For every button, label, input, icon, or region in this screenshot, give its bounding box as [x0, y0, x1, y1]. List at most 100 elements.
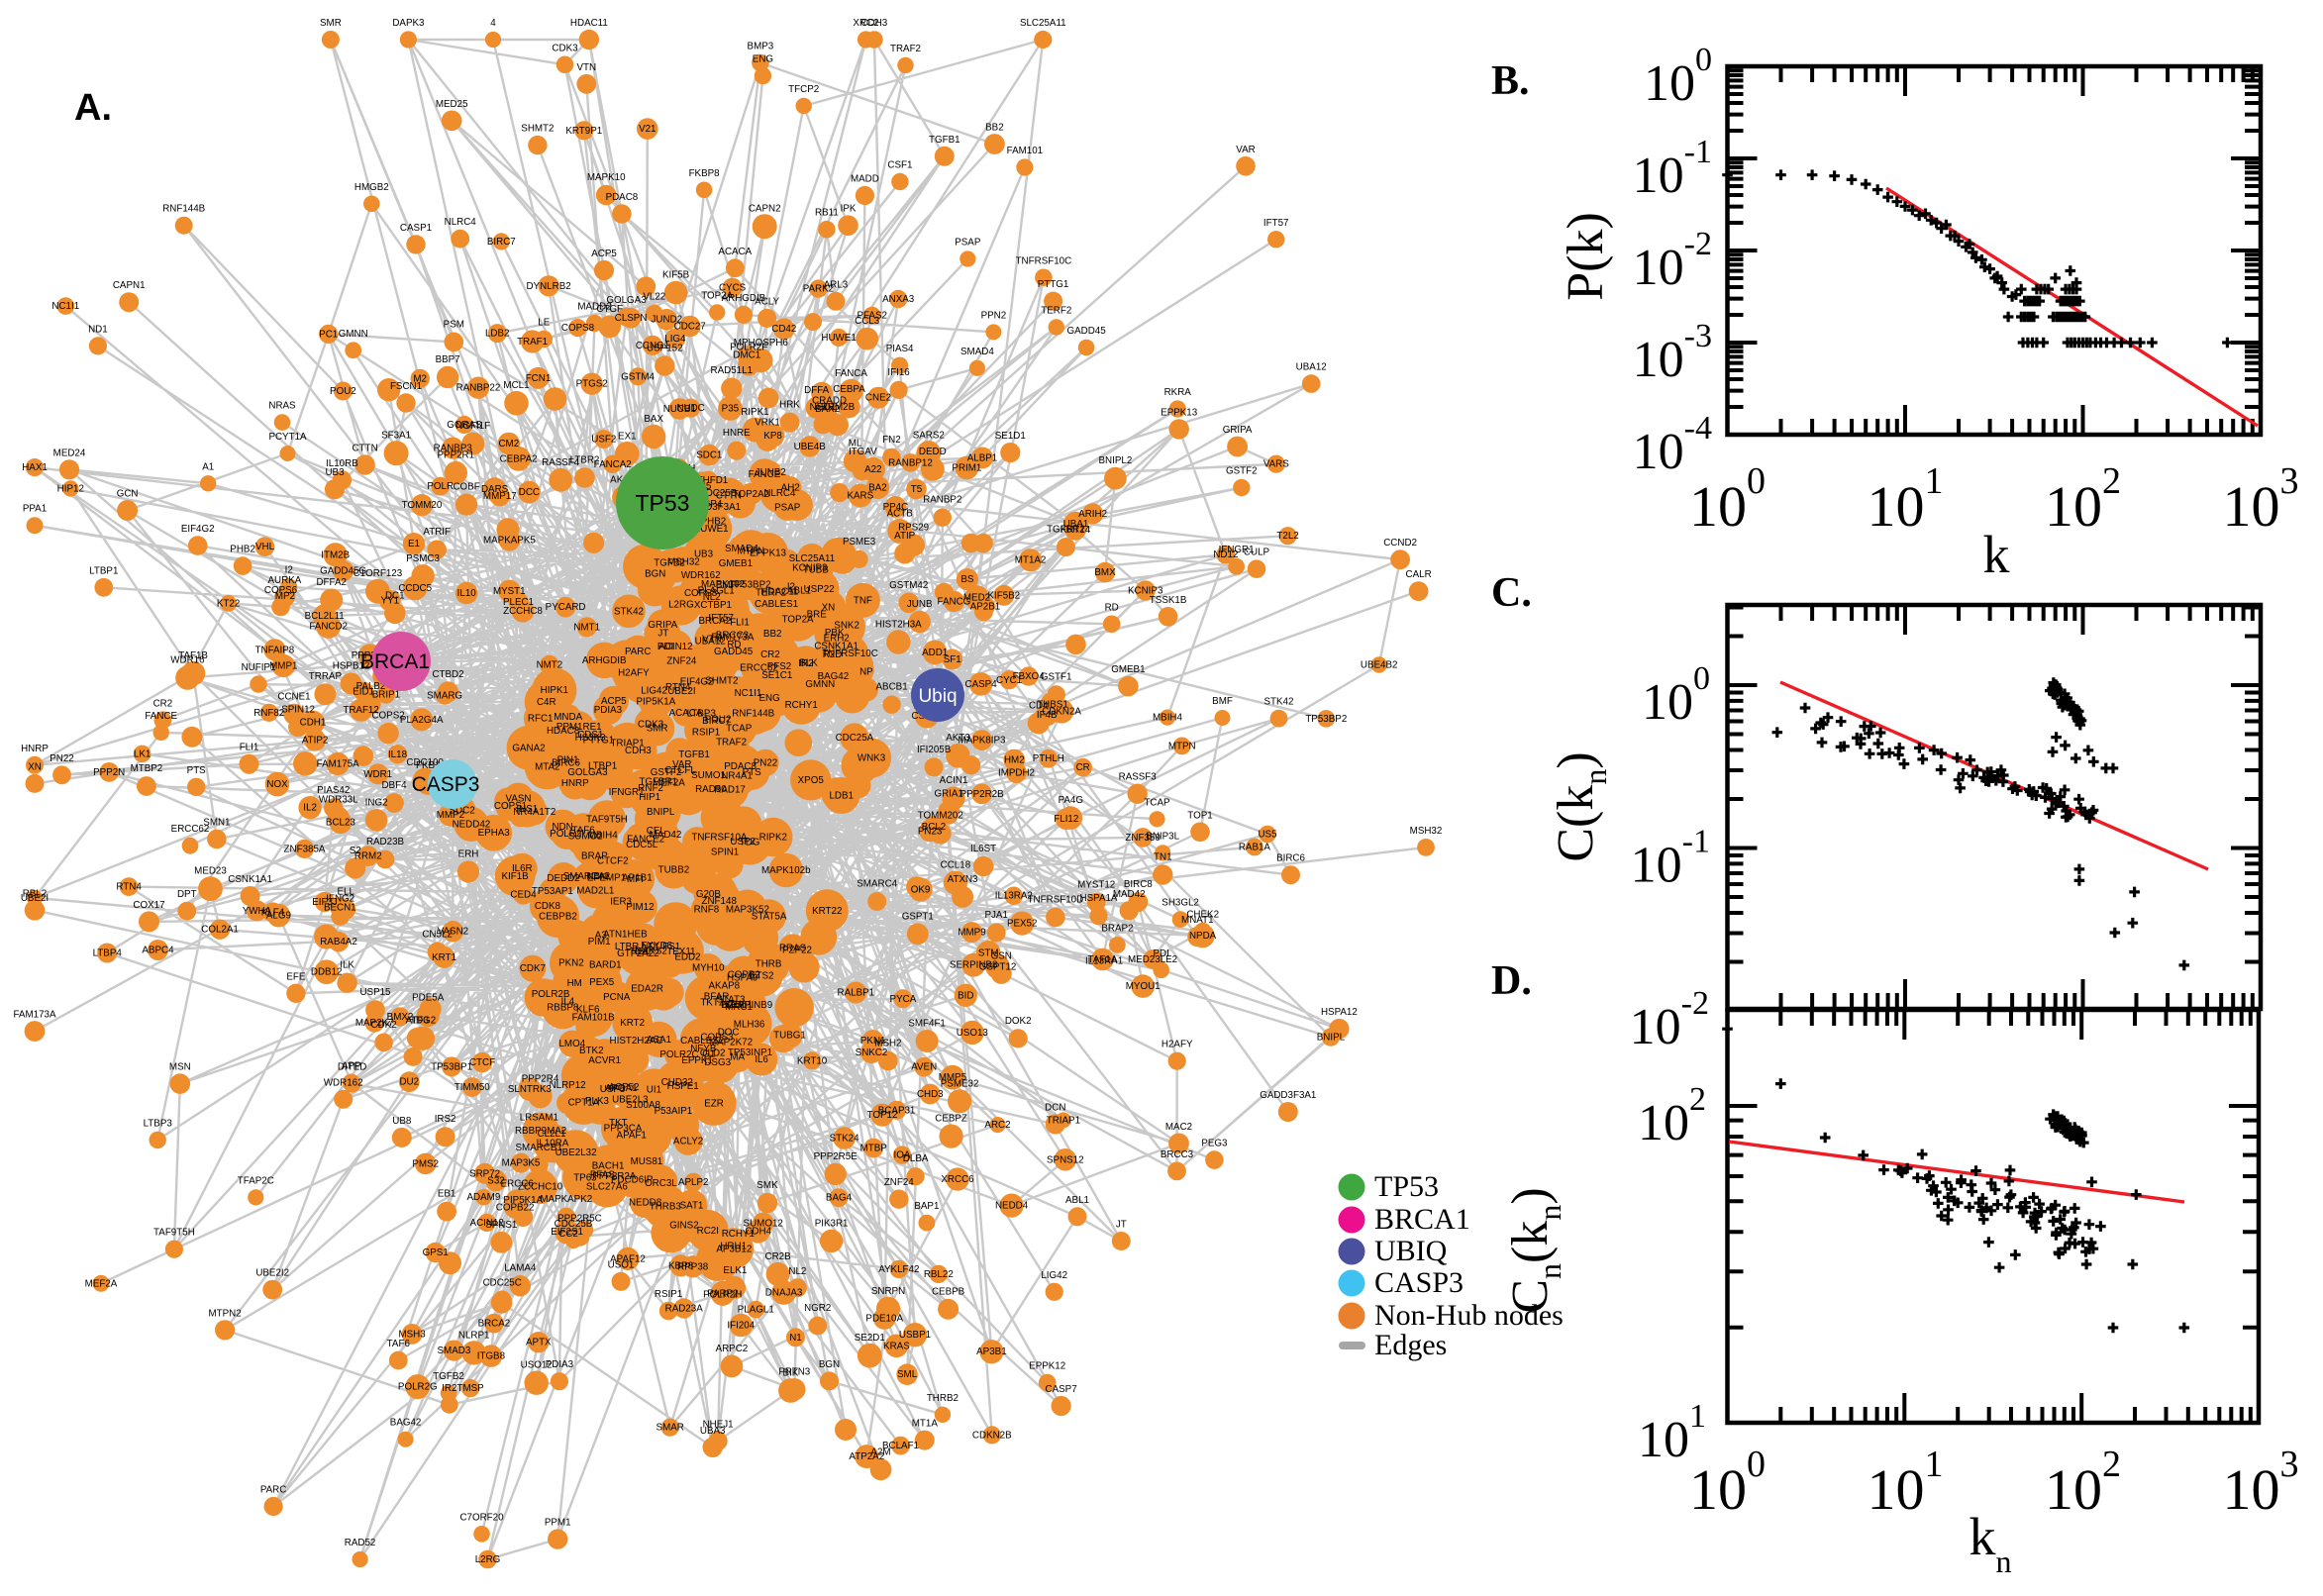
svg-text:AVEN: AVEN — [911, 1062, 937, 1073]
svg-text:MAC2: MAC2 — [1165, 1122, 1192, 1133]
svg-text:HSPB12: HSPB12 — [333, 660, 370, 671]
svg-text:RASSF3: RASSF3 — [1119, 772, 1158, 783]
svg-text:JUNB: JUNB — [907, 599, 933, 610]
svg-text:GSTF2: GSTF2 — [651, 767, 682, 778]
svg-text:DDB12: DDB12 — [311, 967, 343, 978]
svg-text:BBP7: BBP7 — [436, 354, 460, 365]
svg-text:CALR: CALR — [1406, 569, 1432, 580]
svg-text:CCND2: CCND2 — [1383, 538, 1417, 549]
svg-text:SPIN1: SPIN1 — [711, 847, 739, 857]
svg-text:A22: A22 — [864, 464, 881, 475]
svg-text:BB2: BB2 — [985, 123, 1004, 134]
svg-text:P35: P35 — [722, 404, 740, 415]
svg-text:TAF9T5H: TAF9T5H — [586, 815, 628, 826]
svg-text:AURKA: AURKA — [268, 575, 302, 586]
svg-text:COPS8: COPS8 — [684, 588, 718, 599]
svg-text:BGN: BGN — [645, 569, 665, 580]
svg-text:IL13RA1: IL13RA1 — [1085, 956, 1123, 967]
svg-text:IFNG2: IFNG2 — [326, 894, 354, 905]
svg-text:PDAC8: PDAC8 — [724, 761, 757, 772]
svg-text:RPS29: RPS29 — [898, 523, 929, 534]
svg-text:CHD32: CHD32 — [661, 1077, 693, 1088]
svg-text:COX17: COX17 — [133, 900, 164, 911]
svg-text:SMR: SMR — [320, 18, 342, 29]
svg-text:NLRP12: NLRP12 — [550, 1080, 586, 1091]
svg-text:PDI: PDI — [1154, 948, 1169, 959]
svg-text:PSME32: PSME32 — [941, 1078, 979, 1089]
svg-text:UB3: UB3 — [325, 467, 345, 478]
svg-text:LTBR2: LTBR2 — [570, 455, 600, 466]
svg-text:EX1: EX1 — [618, 431, 637, 442]
svg-text:PTS: PTS — [187, 765, 207, 776]
svg-text:IL10RB: IL10RB — [326, 458, 358, 469]
svg-text:CTCF: CTCF — [469, 1057, 495, 1068]
svg-text:PRIM1: PRIM1 — [952, 463, 981, 474]
svg-text:PCNA: PCNA — [603, 992, 631, 1003]
svg-text:CASP3: CASP3 — [412, 773, 480, 796]
svg-text:XPO5: XPO5 — [798, 775, 825, 786]
svg-text:FAM101B: FAM101B — [572, 1012, 615, 1023]
svg-text:MBIH4: MBIH4 — [588, 831, 618, 842]
svg-text:VASN: VASN — [506, 793, 532, 804]
svg-text:LTBP4: LTBP4 — [93, 948, 123, 959]
svg-text:KRT2: KRT2 — [620, 1018, 645, 1029]
svg-text:FANCA2: FANCA2 — [594, 459, 632, 470]
svg-text:TGFB2: TGFB2 — [654, 557, 685, 568]
svg-text:BRCA1: BRCA1 — [1374, 1203, 1470, 1236]
svg-text:EPPK12: EPPK12 — [1029, 1361, 1065, 1372]
svg-text:GSTF1: GSTF1 — [1041, 672, 1072, 683]
svg-text:SMAD4: SMAD4 — [725, 544, 758, 554]
svg-text:ACLY2: ACLY2 — [673, 1136, 703, 1147]
svg-text:DU2: DU2 — [399, 1077, 419, 1088]
svg-text:MSH3: MSH3 — [398, 1329, 426, 1340]
svg-text:TEX11: TEX11 — [666, 947, 695, 957]
svg-text:NC1I1: NC1I1 — [735, 688, 762, 699]
svg-text:RIPK2: RIPK2 — [759, 833, 787, 844]
svg-text:APAF12: APAF12 — [610, 1253, 646, 1264]
svg-text:EFE: EFE — [286, 971, 306, 982]
svg-text:D.: D. — [1491, 958, 1532, 1004]
svg-text:DCN: DCN — [1045, 1102, 1065, 1113]
svg-text:RNF82: RNF82 — [253, 708, 284, 719]
svg-text:MED23: MED23 — [194, 866, 227, 877]
svg-text:ABCB1: ABCB1 — [876, 682, 908, 693]
svg-text:FAM173A: FAM173A — [13, 1010, 55, 1021]
svg-text:DSG3: DSG3 — [704, 1057, 731, 1068]
svg-text:POLR2B: POLR2B — [532, 989, 570, 1000]
svg-text:MMP5: MMP5 — [939, 1072, 967, 1083]
svg-text:GADD3F3A1: GADD3F3A1 — [684, 502, 741, 513]
svg-text:NL2: NL2 — [703, 592, 721, 603]
svg-text:PEG3: PEG3 — [1201, 1139, 1228, 1149]
svg-text:GMNN: GMNN — [339, 329, 368, 340]
svg-text:STK42: STK42 — [614, 606, 644, 617]
svg-text:RB1: RB1 — [631, 947, 650, 957]
svg-text:COPS8: COPS8 — [561, 323, 595, 334]
svg-text:HSPA9: HSPA9 — [727, 972, 758, 983]
svg-text:EPPK13: EPPK13 — [1161, 407, 1198, 418]
svg-text:GOLGA3: GOLGA3 — [567, 767, 608, 778]
svg-text:ITM2B: ITM2B — [321, 549, 350, 560]
svg-text:MTHFD1: MTHFD1 — [689, 475, 729, 486]
svg-text:MCL1: MCL1 — [503, 380, 529, 391]
svg-text:TOP2A2: TOP2A2 — [733, 489, 769, 500]
svg-text:DFFA: DFFA — [804, 385, 830, 396]
svg-text:EPPK13: EPPK13 — [750, 549, 787, 559]
svg-text:HSPA12: HSPA12 — [1321, 1007, 1358, 1018]
svg-text:UBE2I: UBE2I — [21, 893, 49, 904]
svg-text:MAD2L1: MAD2L1 — [576, 885, 614, 896]
svg-text:ILK: ILK — [340, 960, 354, 971]
svg-text:CLSPN: CLSPN — [615, 313, 648, 324]
svg-text:TERF2: TERF2 — [756, 588, 786, 599]
svg-text:IFT57: IFT57 — [1263, 218, 1289, 229]
svg-text:IL6: IL6 — [755, 1054, 768, 1065]
svg-text:EFEMP1: EFEMP1 — [587, 872, 626, 883]
svg-text:COPS6: COPS6 — [264, 585, 298, 596]
svg-text:USO1: USO1 — [608, 1259, 635, 1270]
svg-text:KLF6: KLF6 — [576, 1005, 600, 1016]
svg-text:ND1: ND1 — [88, 324, 108, 335]
svg-text:MAP2K72: MAP2K72 — [709, 1037, 753, 1047]
svg-text:CABLES1: CABLES1 — [755, 599, 798, 610]
svg-text:HRH1: HRH1 — [720, 1241, 747, 1251]
svg-text:DC1: DC1 — [385, 590, 405, 601]
svg-text:GTF2A22: GTF2A22 — [617, 948, 658, 959]
